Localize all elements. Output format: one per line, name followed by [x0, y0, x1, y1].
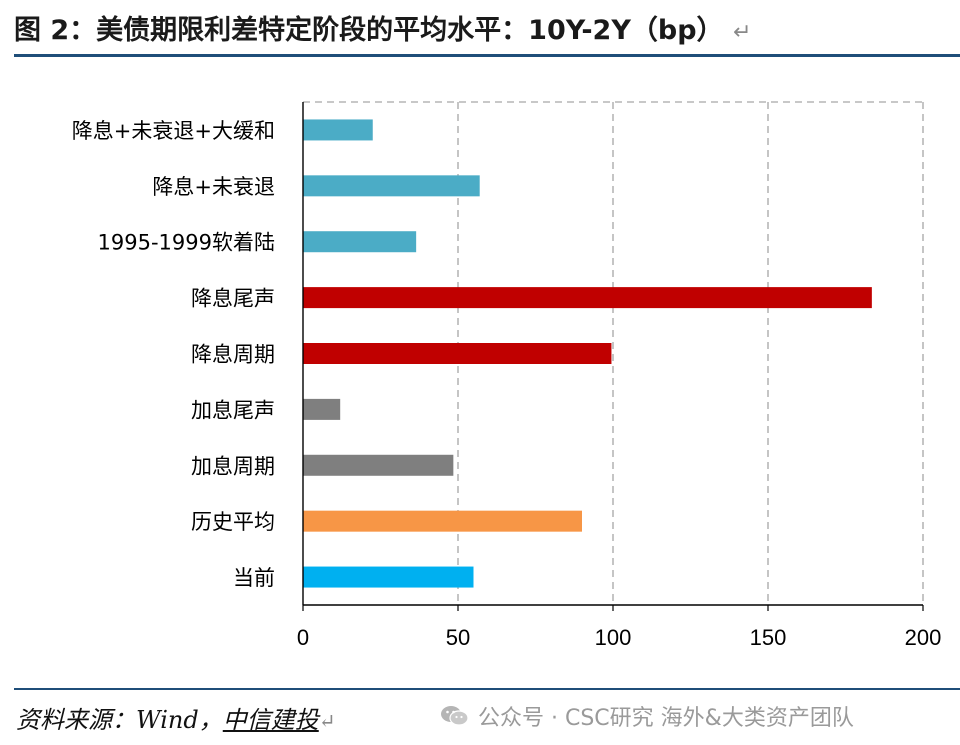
x-tick-labels: 0 50 100 150 200 [297, 625, 941, 650]
x-tick-label: 150 [750, 625, 787, 650]
axes [302, 102, 924, 611]
grid-lines [303, 101, 924, 605]
bars [303, 119, 872, 588]
bar [303, 566, 474, 588]
bar [303, 343, 612, 364]
bar [303, 119, 373, 141]
bar [303, 454, 454, 476]
category-label: 降息+未衰退 [152, 175, 275, 199]
source-return-mark: ↵ [318, 709, 336, 733]
chart-title: 图 2：美债期限利差特定阶段的平均水平：10Y-2Y（bp） ↵ [14, 8, 954, 47]
bar [303, 231, 417, 253]
watermark: 公众号 · CSC研究 海外&大类资产团队 [440, 700, 854, 732]
footer-rule [14, 688, 960, 690]
bar [303, 510, 582, 532]
source-org: 中信建投 [222, 706, 319, 734]
category-label: 1995-1999软着陆 [98, 231, 275, 255]
x-tick-label: 50 [446, 625, 470, 650]
category-label: 降息尾声 [191, 287, 275, 311]
category-label: 历史平均 [191, 510, 275, 534]
watermark-text: 公众号 · CSC研究 海外&大类资产团队 [478, 706, 854, 731]
wechat-icon [441, 706, 469, 726]
title-rule [14, 54, 960, 57]
category-label: 当前 [233, 566, 275, 590]
bar [303, 175, 480, 197]
bar [303, 398, 341, 420]
source-label: 资料来源：Wind， [16, 706, 223, 734]
category-label: 加息周期 [191, 454, 275, 478]
category-label: 降息周期 [191, 343, 275, 367]
source-note: 资料来源：Wind，中信建投↵ [16, 700, 336, 735]
x-tick-label: 200 [905, 625, 942, 650]
x-tick-label: 0 [297, 625, 309, 650]
bar [303, 287, 872, 309]
x-tick-label: 100 [595, 625, 632, 650]
chart-title-text: 图 2：美债期限利差特定阶段的平均水平：10Y-2Y（bp） [14, 15, 724, 46]
category-label: 加息尾声 [191, 398, 275, 422]
return-mark: ↵ [732, 20, 752, 45]
category-label: 降息+未衰退+大缓和 [72, 119, 275, 143]
